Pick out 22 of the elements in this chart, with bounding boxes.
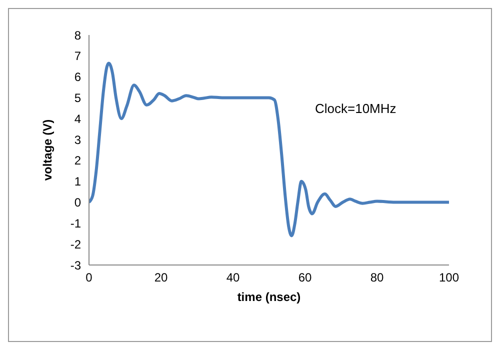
x-tick-label: 40 — [226, 270, 240, 285]
y-tick-label: -2 — [70, 237, 82, 252]
y-tick-label: 1 — [74, 174, 82, 189]
y-tick-label: 4 — [74, 112, 82, 126]
x-tick-label: 20 — [154, 270, 168, 285]
y-tick-label: 0 — [74, 196, 82, 210]
x-axis-title: time (nsec) — [237, 290, 301, 304]
y-tick-label: 5 — [74, 90, 82, 105]
x-tick-label: 80 — [370, 270, 384, 285]
y-tick-label: -1 — [70, 216, 82, 230]
x-tick-label: 60 — [298, 270, 312, 285]
annotation: Clock=10MHz — [315, 101, 396, 116]
x-tick-label: 0 — [86, 270, 93, 285]
y-tick-label: 2 — [74, 154, 82, 168]
y-tick-label: -3 — [70, 258, 82, 272]
x-tick-label: 100 — [438, 270, 460, 285]
line-series — [89, 62, 449, 238]
y-axis-title: voltage (V) — [40, 119, 54, 181]
y-tick-label: 6 — [74, 70, 82, 84]
y-tick-label: 3 — [74, 132, 82, 147]
y-tick-label: 8 — [74, 28, 82, 42]
y-tick-label: 7 — [74, 49, 82, 64]
